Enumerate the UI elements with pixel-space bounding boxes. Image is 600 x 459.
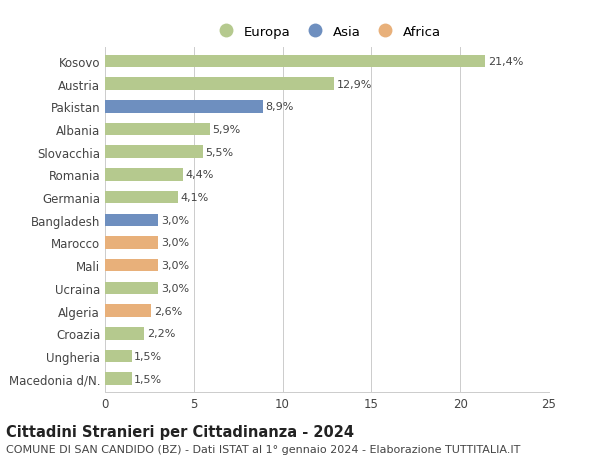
Text: 8,9%: 8,9% (266, 102, 294, 112)
Text: 3,0%: 3,0% (161, 215, 189, 225)
Bar (105, 282, 158, 295)
Bar (105, 169, 183, 181)
Bar (105, 56, 485, 68)
Text: 2,6%: 2,6% (154, 306, 182, 316)
Text: 1,5%: 1,5% (134, 351, 163, 361)
Text: 5,9%: 5,9% (212, 125, 241, 135)
Bar (105, 350, 131, 363)
Bar (105, 373, 131, 385)
Text: 4,4%: 4,4% (186, 170, 214, 180)
Text: 3,0%: 3,0% (161, 283, 189, 293)
Bar (105, 214, 158, 227)
Text: 21,4%: 21,4% (488, 57, 523, 67)
Legend: Europa, Asia, Africa: Europa, Asia, Africa (207, 20, 447, 44)
Bar (105, 78, 334, 91)
Bar (105, 191, 178, 204)
Text: 2,2%: 2,2% (147, 329, 175, 339)
Bar (105, 123, 210, 136)
Text: 1,5%: 1,5% (134, 374, 163, 384)
Text: 3,0%: 3,0% (161, 238, 189, 248)
Text: 12,9%: 12,9% (337, 79, 372, 90)
Text: Cittadini Stranieri per Cittadinanza - 2024: Cittadini Stranieri per Cittadinanza - 2… (6, 425, 354, 440)
Bar (105, 305, 151, 317)
Bar (105, 259, 158, 272)
Text: COMUNE DI SAN CANDIDO (BZ) - Dati ISTAT al 1° gennaio 2024 - Elaborazione TUTTIT: COMUNE DI SAN CANDIDO (BZ) - Dati ISTAT … (6, 444, 520, 454)
Text: 3,0%: 3,0% (161, 261, 189, 271)
Bar (105, 327, 144, 340)
Bar (105, 101, 263, 113)
Text: 4,1%: 4,1% (181, 193, 209, 203)
Text: 5,5%: 5,5% (205, 147, 233, 157)
Bar (105, 237, 158, 249)
Bar (105, 146, 203, 159)
